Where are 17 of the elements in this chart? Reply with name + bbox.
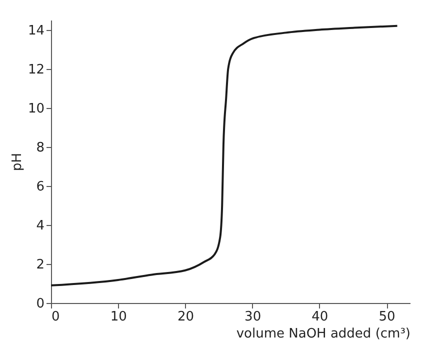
y-tick-label: 8	[36, 140, 44, 156]
line-series	[50, 24, 398, 286]
y-tick-label: 10	[28, 101, 44, 116]
x-tick-label: 0	[52, 310, 60, 324]
x-tick-label: 50	[378, 310, 396, 324]
y-tick-label: 4	[36, 218, 44, 234]
x-tick-label: 30	[244, 310, 262, 324]
x-tick-label: 40	[312, 310, 328, 324]
y-tick-label: 0	[36, 296, 44, 312]
x-tick-label: 10	[110, 310, 127, 324]
x-axis-title: volume NaOH added (cm³)	[236, 326, 410, 342]
y-axis-title: pH	[10, 152, 25, 172]
y-tick-label: 6	[36, 179, 44, 194]
y-tick-label: 14	[28, 23, 44, 38]
x-tick-label: 20	[177, 310, 194, 324]
y-tick-label: 2	[36, 257, 44, 272]
y-tick-label: 12	[28, 62, 44, 78]
